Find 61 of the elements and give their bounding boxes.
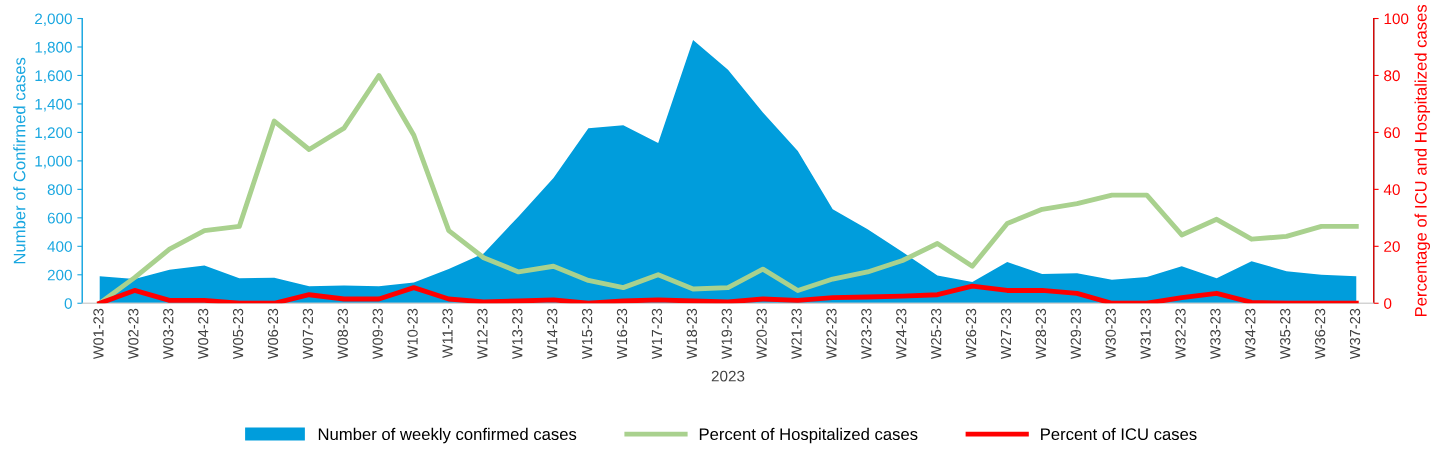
x-tick-label: W09-23 (372, 308, 383, 360)
x-tick-label: W37-23 (1349, 308, 1361, 360)
x-tick-label: W33-23 (1210, 308, 1221, 360)
x-tick-label: W25-23 (931, 308, 942, 360)
y2-axis-title: Percentage of ICU and Hospitalized cases (1414, 4, 1431, 317)
y-tick-label: 800 (47, 184, 72, 196)
x-tick-label: W12-23 (477, 308, 488, 360)
x-tick-label: W29-23 (1070, 308, 1081, 360)
x-tick-label: W10-23 (407, 308, 418, 360)
x-tick-label: W26-23 (965, 308, 977, 360)
y-tick-label: 1,800 (35, 41, 72, 55)
x-tick-label: W11-23 (442, 308, 453, 359)
legend-label: Percent of ICU cases (1041, 427, 1197, 441)
line-series (97, 283, 1359, 304)
y-tick-label: 400 (47, 241, 72, 252)
x-tick-label: W01-23 (93, 308, 104, 360)
x-tick-label: W22-23 (826, 308, 837, 360)
x-tick-label: W05-23 (232, 308, 244, 360)
x-tick-label: W28-23 (1035, 308, 1047, 360)
x-tick-label: W08-23 (337, 308, 348, 360)
x-tick-label: W03-23 (163, 308, 174, 360)
x-tick-label: W23-23 (861, 308, 872, 360)
x-tick-label: W06-23 (267, 308, 279, 360)
y-tick-label: 1,400 (35, 98, 72, 112)
x-tick-label: W27-23 (1000, 308, 1012, 360)
x-tick-label: W35-23 (1280, 308, 1291, 360)
y-tick-label: 1,200 (35, 127, 72, 140)
y-axis-title: Number of Confirmed cases (13, 57, 26, 264)
x-tick-label: W14-23 (547, 308, 558, 360)
x-tick-label: W20-23 (756, 308, 767, 360)
x-tick-label: W36-23 (1314, 308, 1326, 360)
y-tick-label: 1,000 (35, 155, 72, 169)
x-tick-label: W07-23 (302, 308, 314, 360)
x-tick-label: W17-23 (651, 308, 663, 360)
legend-label: Number of weekly confirmed cases (318, 427, 577, 444)
y2-tick-label: 60 (1384, 127, 1400, 139)
x-tick-label: W19-23 (721, 308, 732, 360)
x-tick-label: W31-23 (1140, 308, 1151, 360)
y2-tick-label: 20 (1384, 241, 1400, 252)
y2-tick-label: 0 (1384, 298, 1392, 309)
x-tick-label: W04-23 (198, 308, 209, 360)
x-tick-label: W16-23 (616, 308, 628, 360)
y-tick-label: 0 (64, 298, 72, 309)
legend-label: Percent of Hospitalized cases (699, 427, 918, 444)
x-tick-label: W21-23 (791, 308, 802, 360)
y-tick-label: 200 (47, 269, 72, 281)
x-tick-label: W13-23 (512, 308, 523, 360)
x-tick-label: W30-23 (1105, 308, 1116, 360)
x-tick-label: W18-23 (686, 308, 697, 360)
x-tick-label: W02-23 (128, 308, 139, 360)
y2-tick-label: 80 (1384, 70, 1400, 82)
y-tick-label: 2,000 (35, 13, 72, 27)
y-tick-label: 600 (47, 212, 72, 224)
x-tick-label: W34-23 (1245, 308, 1256, 360)
y-tick-label: 1,600 (35, 70, 72, 83)
x-axis-title: 2023 (711, 370, 745, 382)
x-tick-label: W15-23 (581, 308, 593, 360)
y2-tick-label: 100 (1384, 13, 1409, 25)
y2-tick-label: 40 (1383, 184, 1400, 196)
x-tick-label: W24-23 (896, 308, 907, 360)
x-tick-label: W32-23 (1175, 308, 1186, 360)
